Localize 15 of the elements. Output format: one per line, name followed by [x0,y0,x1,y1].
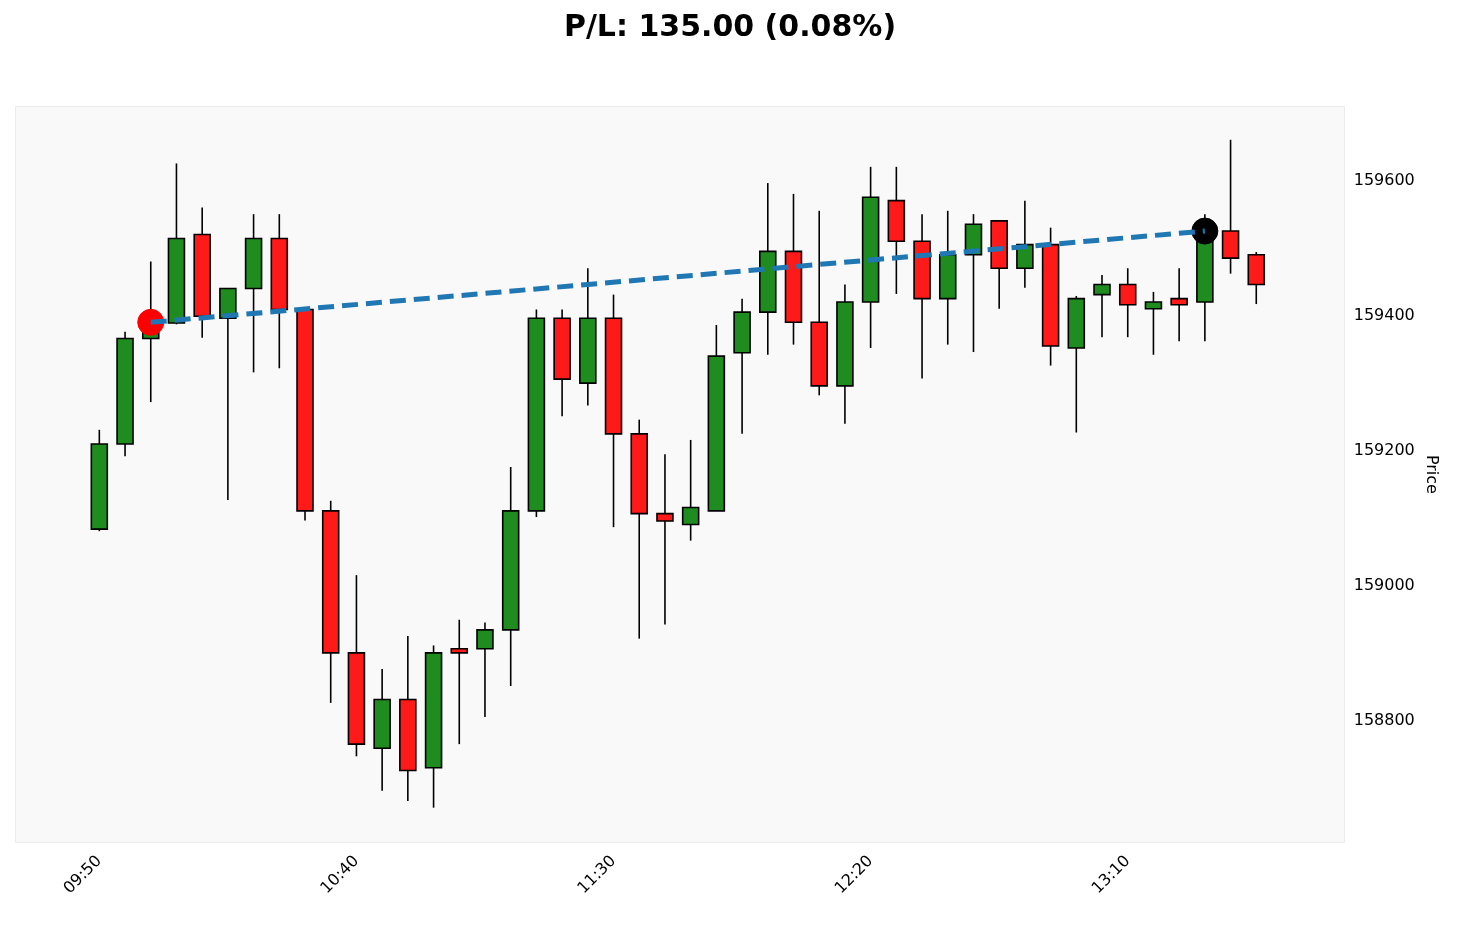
candlestick [1170,267,1188,343]
y-tick-label: 159200 [1353,439,1415,459]
y-axis-title: Price [1423,454,1443,494]
y-tick-label: 159600 [1353,169,1415,189]
candlestick [1144,291,1163,356]
candlestick [1118,267,1137,338]
y-tick-label: 158800 [1353,710,1415,730]
y-tick-label: 159000 [1353,575,1415,595]
candlestick [476,621,494,718]
candlestick [450,618,469,745]
candlestick [656,453,674,626]
chart-title: P/L: 135.00 (0.08%) [563,7,897,43]
candlestick [681,439,700,542]
y-tick-label: 159400 [1353,304,1415,324]
candlestick [1093,274,1111,338]
